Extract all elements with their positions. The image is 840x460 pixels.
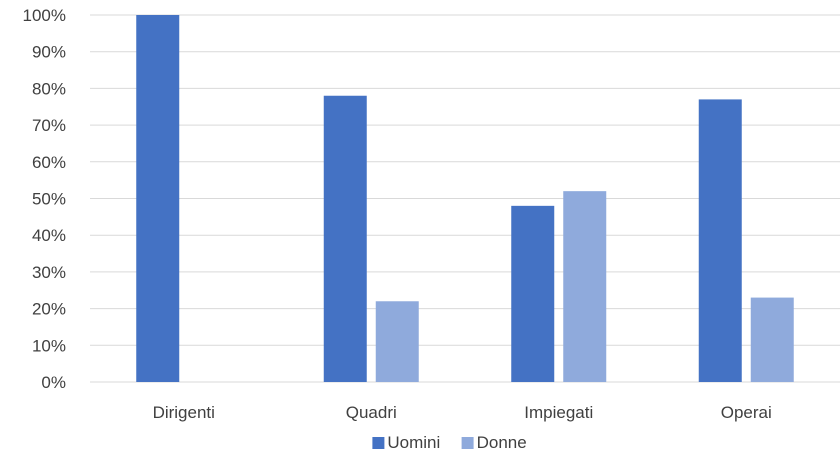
bar-uomini-impiegati (511, 205, 555, 382)
x-category-label: Dirigenti (153, 403, 215, 422)
x-category-label: Quadri (346, 403, 397, 422)
y-tick-label: 90% (32, 43, 66, 62)
bar-donne-operai (750, 297, 794, 382)
x-category-label: Impiegati (524, 403, 593, 422)
legend-label-donne: Donne (477, 433, 527, 452)
x-category-label: Operai (721, 403, 772, 422)
bar-uomini-operai (698, 99, 742, 382)
y-tick-label: 30% (32, 263, 66, 282)
y-tick-label: 70% (32, 116, 66, 135)
legend-label-uomini: Uomini (387, 433, 440, 452)
y-tick-label: 0% (41, 373, 66, 392)
bar-uomini-dirigenti (136, 15, 180, 382)
y-tick-label: 10% (32, 336, 66, 355)
y-tick-label: 40% (32, 226, 66, 245)
legend-swatch-uomini (372, 437, 385, 449)
y-tick-label: 100% (23, 6, 66, 25)
bar-donne-quadri (375, 301, 419, 382)
legend-swatch-donne (461, 437, 474, 449)
y-tick-label: 50% (32, 190, 66, 209)
y-tick-label: 80% (32, 79, 66, 98)
y-tick-label: 60% (32, 153, 66, 172)
bar-uomini-quadri (323, 95, 367, 383)
y-tick-label: 20% (32, 300, 66, 319)
bar-donne-impiegati (563, 191, 607, 382)
